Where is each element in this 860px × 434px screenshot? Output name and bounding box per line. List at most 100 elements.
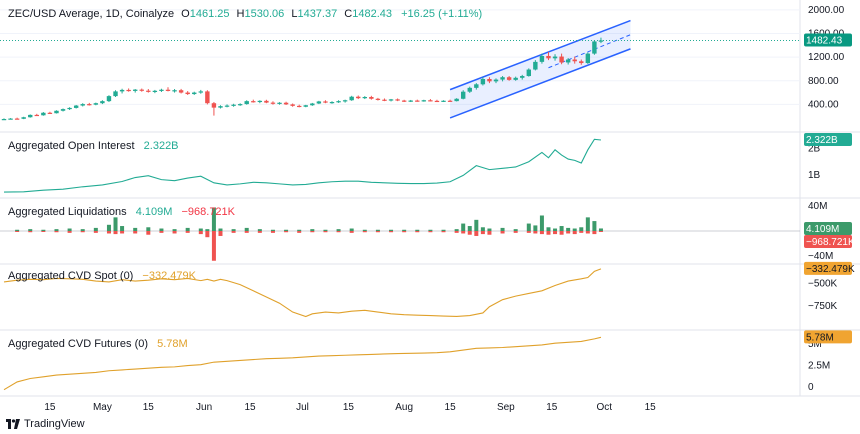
long-liq-bar xyxy=(389,229,394,231)
candle-body xyxy=(323,101,328,103)
candle-body xyxy=(106,96,112,102)
short-liq-bar xyxy=(106,231,111,234)
candle-body xyxy=(1,119,7,121)
candle-body xyxy=(264,100,269,103)
candle-body xyxy=(480,78,486,85)
symbol-title[interactable]: ZEC/USD Average, 1D, Coinalyze xyxy=(8,8,175,20)
candle-body xyxy=(87,104,92,106)
candle-body xyxy=(369,97,374,99)
candle-body xyxy=(211,103,217,108)
open-value: 1461.25 xyxy=(189,8,230,20)
time-tick-label: Aug xyxy=(395,402,413,413)
short-liq-bar xyxy=(585,231,590,234)
long-liq-bar xyxy=(113,217,118,231)
long-liq-bar xyxy=(480,227,485,231)
candle-body xyxy=(454,98,459,102)
long-liq-bar xyxy=(592,221,597,231)
long-liq-bar xyxy=(598,228,603,231)
time-tick-label: 15 xyxy=(546,402,558,413)
long-liq-bar xyxy=(336,229,341,231)
long-liq-bar xyxy=(585,217,590,231)
short-liq-bar xyxy=(559,231,564,235)
time-tick-label: 15 xyxy=(445,402,457,413)
short-liq-bar xyxy=(185,231,190,233)
candle-body xyxy=(251,101,256,103)
candle-body xyxy=(8,118,13,120)
candle-body xyxy=(28,114,33,118)
candle-body xyxy=(73,105,79,108)
tradingview-brand[interactable]: TradingView xyxy=(6,418,85,430)
long-liq-bar xyxy=(428,229,433,231)
short-liq-bar xyxy=(513,231,518,233)
candle-body xyxy=(447,100,453,102)
cvd-fut-title[interactable]: Aggregated CVD Futures (0) xyxy=(8,338,149,350)
long-liq-bar xyxy=(461,223,466,231)
candle-body xyxy=(34,114,39,117)
candle-body xyxy=(119,89,125,92)
long-liq-bar xyxy=(474,219,479,231)
scale-tick-label: −750K xyxy=(808,301,838,312)
cvd-spot-title[interactable]: Aggregated CVD Spot (0) xyxy=(8,270,134,282)
candle-body xyxy=(277,102,282,104)
short-liq-bar xyxy=(257,231,262,233)
candle-body xyxy=(231,104,236,106)
time-tick-label: Jun xyxy=(196,402,212,413)
candle-body xyxy=(316,101,322,104)
liq-short-badge: −968.721K xyxy=(806,237,855,248)
candle-body xyxy=(349,96,354,101)
cvd-spot-value: −332.479K xyxy=(142,270,196,282)
short-liq-bar xyxy=(480,231,485,235)
oi-value: 2.322B xyxy=(143,140,179,152)
long-liq-bar xyxy=(349,228,354,231)
candle-body xyxy=(382,99,387,101)
price-tick-label: 800.00 xyxy=(808,76,839,87)
long-liq-bar xyxy=(566,227,571,231)
candle-body xyxy=(290,104,295,106)
candle-body xyxy=(552,56,558,59)
candle-body xyxy=(21,117,26,119)
candle-body xyxy=(598,40,604,42)
liq-short-value: −968.721K xyxy=(181,206,236,218)
long-liq-bar xyxy=(80,229,85,231)
short-liq-bar xyxy=(198,231,203,235)
candle-body xyxy=(585,53,591,64)
short-liq-bar xyxy=(218,231,223,236)
candle-body xyxy=(362,97,367,99)
candle-body xyxy=(133,89,138,91)
candle-body xyxy=(283,102,289,105)
scale-tick-label: 2.5M xyxy=(808,361,830,372)
candle-body xyxy=(80,104,85,106)
long-liq-bar xyxy=(454,229,459,231)
scale-tick-label: 0 xyxy=(808,382,814,393)
short-liq-bar xyxy=(146,231,151,235)
candle-body xyxy=(60,109,66,111)
oi-title[interactable]: Aggregated Open Interest xyxy=(8,140,135,152)
long-liq-bar xyxy=(526,223,531,231)
candle-body xyxy=(159,89,164,91)
short-liq-bar xyxy=(310,231,315,233)
short-liq-bar xyxy=(375,231,380,233)
candle-body xyxy=(408,100,413,102)
candle-body xyxy=(54,110,59,114)
liq-title[interactable]: Aggregated Liquidations xyxy=(8,206,127,218)
long-liq-bar xyxy=(375,229,380,231)
long-liq-bar xyxy=(553,228,558,231)
short-liq-bar xyxy=(362,231,367,233)
scale-tick-label: −500K xyxy=(808,279,838,290)
candle-body xyxy=(100,101,105,104)
short-liq-bar xyxy=(120,231,125,234)
short-liq-bar xyxy=(579,231,584,233)
short-liq-bar xyxy=(211,231,216,261)
candle-body xyxy=(546,55,551,59)
short-liq-bar xyxy=(205,231,210,238)
channel-upper-line xyxy=(449,19,631,91)
short-liq-bar xyxy=(159,231,164,233)
series-line xyxy=(3,138,602,193)
candle-body xyxy=(520,76,525,78)
scale-tick-label: 5M xyxy=(808,339,822,350)
long-liq-bar xyxy=(185,227,190,231)
short-liq-bar xyxy=(572,231,577,235)
candle-body xyxy=(572,59,577,62)
